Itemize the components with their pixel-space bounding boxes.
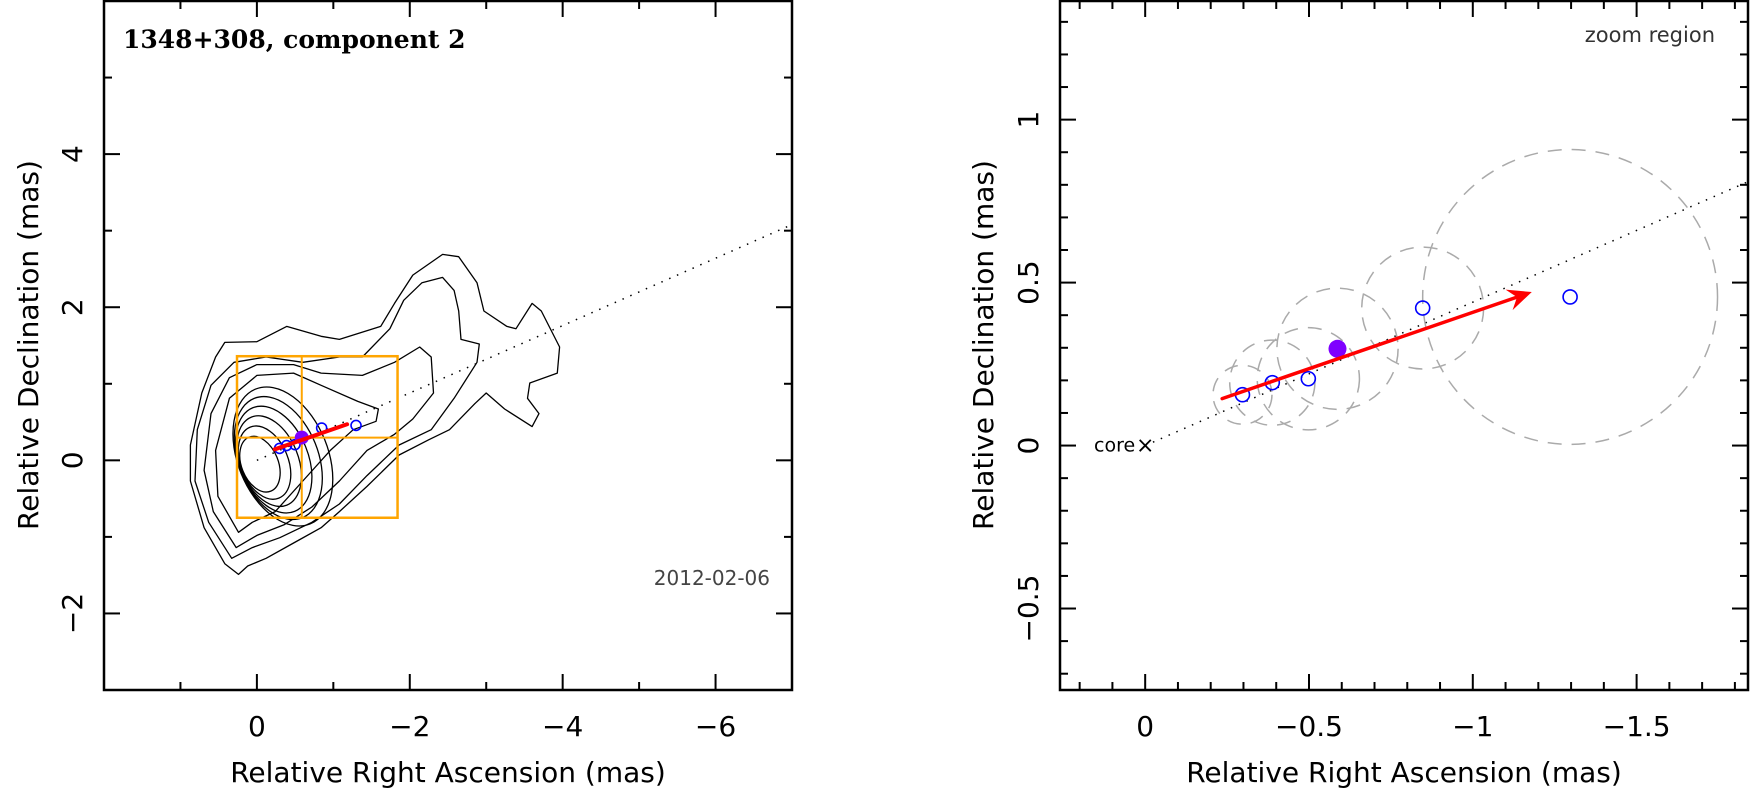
x-tick-label: −4 xyxy=(542,710,583,743)
error-circle xyxy=(1360,246,1485,370)
jet-axis-line xyxy=(1144,181,1748,447)
contour-line xyxy=(232,386,334,527)
contour-line xyxy=(203,346,435,549)
plot-area xyxy=(1144,148,1748,447)
x-tick-label: −0.5 xyxy=(1275,710,1343,743)
error-circle xyxy=(1276,287,1399,411)
component-point xyxy=(1300,370,1317,387)
y-tick-label: 0 xyxy=(1012,437,1045,455)
velocity-arrow-head-icon xyxy=(1505,289,1532,311)
filled-component-point xyxy=(1328,339,1347,358)
x-tick-label: −6 xyxy=(695,710,736,743)
contour-line xyxy=(189,253,561,576)
y-tick-label: 0 xyxy=(56,451,89,469)
component-point xyxy=(1414,300,1431,316)
x-tick-label: 0 xyxy=(1136,710,1154,743)
right-plot-zoom: 0 −0.5 −1 −1.5 −0.5 0 0.5 1 xyxy=(1012,0,1750,743)
velocity-arrow-shaft xyxy=(1220,295,1518,401)
error-circle xyxy=(1256,326,1361,431)
y-tick-label: 4 xyxy=(56,145,89,163)
x-tick-label: −1 xyxy=(1452,710,1493,743)
left-x-axis-title: Relative Right Ascension (mas) xyxy=(230,756,666,789)
velocity-arrow-shaft xyxy=(272,422,350,452)
y-tick-label: −0.5 xyxy=(1012,575,1045,643)
plot-frame xyxy=(1058,0,1750,692)
y-tick-label: −2 xyxy=(56,593,89,634)
plot-area xyxy=(189,223,792,576)
jet-axis-line xyxy=(256,223,792,462)
y-tick-label: 2 xyxy=(56,298,89,316)
y-tick-label: 0.5 xyxy=(1012,260,1045,305)
contour-line xyxy=(194,276,480,559)
right-x-axis-title: Relative Right Ascension (mas) xyxy=(1186,756,1622,789)
plot-frame xyxy=(102,0,794,692)
contour-line xyxy=(214,372,380,533)
x-tick-label: −1.5 xyxy=(1603,710,1671,743)
y-tick-label: 1 xyxy=(1012,111,1045,129)
core-marker-icon: × xyxy=(1136,434,1154,459)
date-label: 2012-02-06 xyxy=(654,566,770,590)
zoom-region-label: zoom region xyxy=(1585,23,1715,47)
left-y-axis-title: Relative Declination (mas) xyxy=(12,160,45,530)
left-plot-title: 1348+308, component 2 xyxy=(123,25,466,54)
component-point xyxy=(1562,289,1578,305)
component-point xyxy=(350,419,362,432)
x-tick-label: −2 xyxy=(389,710,430,743)
error-circle xyxy=(1421,148,1719,446)
error-circle xyxy=(1212,364,1273,425)
left-plot-overview: 0 −2 −4 −6 −2 0 2 4 xyxy=(56,0,794,743)
core-label: core xyxy=(1094,435,1135,457)
right-y-axis-title: Relative Declination (mas) xyxy=(967,160,1000,530)
x-tick-label: 0 xyxy=(248,710,266,743)
